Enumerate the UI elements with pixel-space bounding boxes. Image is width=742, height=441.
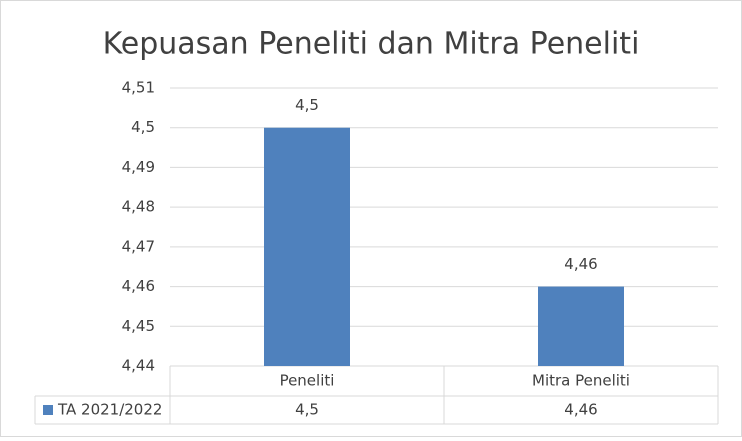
value-label: 4,46 xyxy=(564,255,597,273)
y-tick-label: 4,49 xyxy=(122,158,155,176)
y-tick-label: 4,5 xyxy=(131,118,155,136)
y-tick-label: 4,44 xyxy=(122,357,155,375)
table-value: 4,46 xyxy=(564,401,597,419)
y-tick-label: 4,45 xyxy=(122,317,155,335)
y-tick-label: 4,48 xyxy=(122,198,155,216)
y-tick-label: 4,51 xyxy=(122,79,155,97)
bar xyxy=(264,127,350,366)
y-tick-label: 4,47 xyxy=(122,237,155,255)
legend-key xyxy=(43,405,53,415)
value-label: 4,5 xyxy=(295,96,319,114)
chart-title: Kepuasan Peneliti dan Mitra Peneliti xyxy=(103,27,640,62)
y-tick-label: 4,46 xyxy=(122,277,155,295)
table-value: 4,5 xyxy=(295,401,319,419)
legend-label: TA 2021/2022 xyxy=(57,401,162,419)
bar xyxy=(538,286,624,366)
x-tick-label: Peneliti xyxy=(280,372,335,390)
x-tick-label: Mitra Peneliti xyxy=(532,372,630,390)
